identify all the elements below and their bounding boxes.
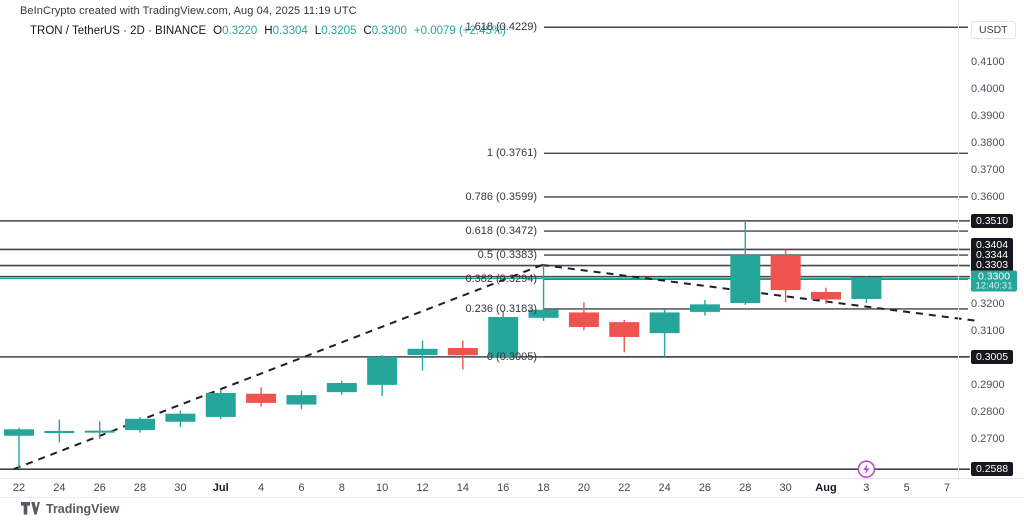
candle-body [205,392,236,417]
lightning-bolt-glyph [863,464,870,475]
price-level-badge: 0.2588 [971,462,1013,477]
price-tick-label: 0.3200 [971,298,1005,311]
ohlc-key: H [264,25,273,37]
price-tick-label: 0.2800 [971,406,1005,419]
candle-body [246,393,277,403]
ohlc-values: O0.3220 H0.3304 L0.3205 C0.3300 [206,25,407,37]
time-tick-label: 26 [93,482,106,494]
ohlc-value: 0.3304 [272,25,308,37]
price-tick-label: 0.4100 [971,56,1005,68]
price-tick-label: 0.2900 [971,379,1005,392]
ohlc-key: L [314,25,322,37]
price-tick-label: 0.4000 [971,82,1005,95]
ohlc-value: 0.3205 [321,25,357,37]
price-tick-label: 0.2700 [971,433,1005,445]
candle-body [84,430,115,433]
time-tick-label: 20 [577,482,591,494]
price-tick-label: 0.3100 [971,325,1005,338]
candle-body [44,430,75,434]
candle-body [770,255,801,291]
candle-body [367,356,398,385]
candle-body [125,418,156,431]
time-tick-label: 16 [497,482,510,494]
candle-body [286,395,317,405]
candle-body [730,255,761,304]
time-tick-label: Jul [212,482,229,494]
fib-level-label: 1 (0.3761) [486,147,537,160]
time-tick-label: 22 [12,482,26,494]
time-tick-label: 24 [53,482,66,494]
fib-level-label: 1.618 (0.4229) [465,21,537,34]
price-chart-canvas[interactable] [0,0,1024,478]
candle-body [568,312,599,327]
candle-body [689,304,720,312]
time-tick-label: 12 [416,482,429,494]
ohlc-value: 0.3220 [222,25,258,37]
symbol-legend[interactable]: TRON / TetherUS · 2D · BINANCE O0.3220 H0.… [30,25,506,37]
fib-level-label: 0.618 (0.3472) [465,225,537,238]
candle-body [649,312,680,334]
time-tick-label: 3 [863,482,870,494]
time-tick-label: 18 [537,482,550,494]
candle-body [811,291,841,300]
fib-level-label: 0.236 (0.3183) [465,302,537,315]
price-tick-label: 0.3700 [971,163,1005,176]
fib-level-label: 0.382 (0.3294) [465,273,537,286]
time-tick-label: 28 [739,482,752,494]
time-tick-label: 24 [658,482,671,494]
currency-label: USDT [971,21,1016,39]
candle-body [609,322,640,337]
price-tick-label: 0.3900 [971,109,1005,122]
price-level-badge: 0.3005 [971,349,1013,364]
time-tick-label: 6 [298,482,305,494]
ohlc-key: C [363,25,372,37]
time-tick-label: 10 [376,482,389,494]
time-tick-label: 22 [618,482,631,494]
footer-divider [0,497,1024,498]
time-tick-label: 8 [338,482,345,494]
candle-body [407,348,438,355]
candle-body [326,382,357,393]
price-axis-divider [958,0,959,478]
candle-countdown: 12:40:31 [975,280,1013,292]
ohlc-value: 0.3300 [371,25,407,37]
ohlc-key: O [213,25,223,37]
price-level-badge: 0.3510 [971,213,1013,228]
price-tick-label: 0.3600 [971,190,1005,203]
current-price-value: 0.3300 [977,270,1011,283]
attribution-text: BeInCrypto created with TradingView.com,… [20,5,357,17]
time-tick-label: 5 [903,482,910,494]
brand-name: TradingView [46,501,120,516]
trendline-dashed [13,264,543,470]
tradingview-logo-icon[interactable] [20,501,40,516]
price-level-badge: 0.3303 [971,258,1013,272]
time-tick-label: 14 [456,482,469,494]
candle-body [165,413,196,422]
fib-level-label: 0 (0.3005) [486,350,537,363]
time-tick-label: 28 [133,482,147,494]
time-tick-label: 30 [779,482,792,494]
candle-body [851,277,882,299]
fib-level-label: 0.5 (0.3383) [477,249,537,262]
candle-body [4,429,34,436]
price-change: +0.0079 (+2.45%) [413,25,506,37]
time-tick-label: 26 [698,482,712,494]
time-tick-label: 4 [258,482,265,494]
price-tick-label: 0.3800 [971,136,1005,149]
trendline-dashed [541,264,979,322]
symbol-title: TRON / TetherUS · 2D · BINANCE [30,25,207,37]
candle-body [447,347,478,356]
time-tick-label: 7 [943,482,951,494]
fib-level-label: 0.786 (0.3599) [465,190,537,203]
time-tick-label: Aug [815,482,837,494]
current-price-badge: 0.3300 12:40:31 [971,270,1017,292]
time-tick-label: 30 [174,482,187,494]
footer-bar: TradingView [20,501,119,516]
candle-body [528,309,559,318]
candle-body [488,317,519,357]
time-axis-divider [0,478,1024,479]
